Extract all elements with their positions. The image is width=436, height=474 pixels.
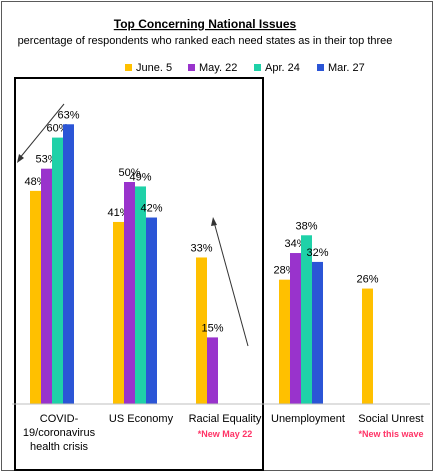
- data-label: 63%: [57, 109, 79, 121]
- bars-group: 48%53%60%63%41%50%49%42%33%15%28%34%38%3…: [24, 109, 379, 404]
- data-label: 42%: [140, 203, 162, 215]
- highlight-box: [14, 77, 264, 471]
- arrow-down-left: [18, 103, 65, 160]
- arrow-up-left-head: [211, 217, 217, 226]
- arrow-annotations: [17, 103, 249, 347]
- bar: [279, 279, 290, 404]
- data-label: 50%: [118, 167, 140, 179]
- arrow-down-left-head: [17, 154, 24, 163]
- legend-swatch: [317, 64, 324, 71]
- x-tick-note: *New this wave: [358, 429, 423, 439]
- legend-label: Mar. 27: [328, 62, 365, 74]
- legend-swatch: [125, 64, 132, 71]
- x-tick-label: Racial Equality: [189, 413, 262, 425]
- legend-label: June. 5: [136, 62, 172, 74]
- data-label: 49%: [129, 171, 151, 183]
- bar: [290, 253, 301, 404]
- bar: [146, 217, 157, 404]
- x-tick-note: *New May 22: [198, 429, 253, 439]
- chart-subtitle: percentage of respondents who ranked eac…: [18, 35, 393, 47]
- x-tick-label: Unemployment: [271, 413, 345, 425]
- bar: [30, 190, 41, 404]
- x-tick-label: COVID-19/coronavirus health crisis: [23, 413, 96, 453]
- bar: [113, 221, 124, 404]
- chart-legend: June. 5 May. 22 Apr. 24 Mar. 27: [125, 62, 365, 74]
- bar: [362, 288, 373, 404]
- data-label: 32%: [306, 247, 328, 259]
- data-label: 15%: [201, 322, 223, 334]
- bar: [124, 182, 135, 404]
- arrow-up-left: [213, 221, 249, 347]
- bar: [63, 124, 74, 404]
- legend-label: May. 22: [199, 62, 237, 74]
- bar: [207, 337, 218, 404]
- data-label: 26%: [356, 274, 378, 286]
- bar: [52, 137, 63, 404]
- x-tick-label: Social Unrest: [358, 413, 423, 425]
- bar: [41, 168, 52, 404]
- chart-title: Top Concerning National Issues: [114, 17, 297, 31]
- data-label: 38%: [295, 220, 317, 232]
- legend-swatch: [254, 64, 261, 71]
- x-tick-label: US Economy: [109, 413, 174, 425]
- data-label: 33%: [190, 242, 212, 254]
- bar: [301, 235, 312, 404]
- bar: [312, 261, 323, 404]
- legend-label: Apr. 24: [265, 62, 300, 74]
- x-axis-labels: COVID-19/coronavirus health crisis US Econ…: [23, 413, 424, 453]
- bar: [196, 257, 207, 404]
- legend-swatch: [188, 64, 195, 71]
- bar: [135, 186, 146, 404]
